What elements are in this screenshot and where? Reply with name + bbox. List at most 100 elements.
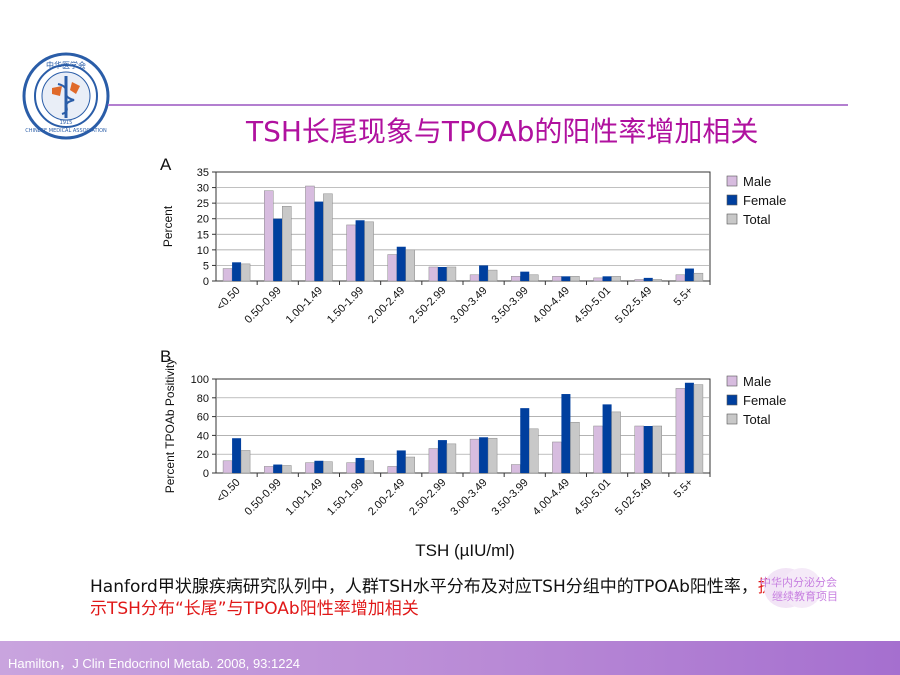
bar — [675, 274, 686, 282]
footer-bar: Hamilton，J Clin Endocrinol Metab. 2008, … — [0, 641, 900, 675]
bar — [428, 266, 439, 282]
bar — [652, 425, 662, 474]
y-tick-label: 40 — [197, 430, 209, 442]
y-tick-label: 80 — [197, 393, 209, 405]
bar — [232, 262, 242, 281]
bar — [273, 464, 283, 473]
x-tick-label: 5.5+ — [672, 285, 696, 309]
legend-swatch — [726, 413, 738, 425]
bar — [232, 438, 242, 473]
bar — [693, 384, 704, 474]
bar — [487, 269, 498, 282]
x-tick-label: 1.00-1.49 — [284, 285, 325, 326]
x-tick-label: 3.00-3.49 — [448, 477, 489, 518]
bar — [305, 185, 315, 282]
x-tick-label: 3.00-3.49 — [448, 285, 489, 326]
x-tick-label: 2.00-2.49 — [366, 285, 407, 326]
bar — [529, 428, 539, 474]
x-tick-label: 0.50-0.99 — [243, 477, 284, 518]
y-tick-label: 5 — [203, 260, 209, 272]
y-tick-label: 25 — [197, 198, 209, 210]
bar — [437, 440, 447, 473]
bar — [387, 466, 397, 474]
y-tick-label: 15 — [197, 229, 209, 241]
bar — [520, 408, 530, 473]
bar — [602, 276, 612, 281]
bar — [264, 466, 274, 474]
x-tick-label: 3.50-3.99 — [490, 285, 531, 326]
bar — [346, 224, 356, 282]
legend-swatch — [726, 194, 738, 206]
bar — [611, 411, 621, 474]
bar — [602, 404, 612, 473]
bar — [364, 460, 374, 474]
bar — [405, 249, 415, 282]
bar — [634, 425, 644, 474]
bar — [511, 276, 521, 282]
bar — [643, 277, 653, 281]
x-tick-label: 4.50-5.01 — [572, 285, 613, 326]
logo-year: 1915 — [60, 120, 73, 126]
x-tick-label: 2.50-2.99 — [407, 285, 448, 326]
bar — [240, 450, 251, 474]
bar — [593, 277, 603, 282]
legend-label: Total — [743, 212, 771, 227]
legend-label: Female — [743, 193, 786, 208]
bar — [570, 421, 580, 474]
bar — [387, 254, 397, 282]
x-tick-label: 1.50-1.99 — [325, 285, 366, 326]
bar — [396, 246, 406, 281]
bar — [222, 460, 233, 474]
x-tick-label: <0.50 — [215, 477, 243, 505]
y-tick-label: 20 — [197, 449, 209, 461]
bar — [469, 274, 480, 282]
logo-top-text: 中华医学会 — [46, 60, 86, 70]
x-tick-label: 5.02-5.49 — [613, 477, 654, 518]
legend-swatch — [726, 213, 738, 225]
y-tick-label: 100 — [191, 374, 209, 386]
x-tick-label: 1.50-1.99 — [325, 477, 366, 518]
x-tick-label: 2.50-2.99 — [407, 477, 448, 518]
caption: Hanford甲状腺疾病研究队列中，人群TSH水平分布及对应TSH分组中的TPO… — [90, 576, 790, 620]
bar — [446, 443, 457, 474]
bar — [273, 218, 283, 281]
y-tick-label: 0 — [203, 276, 209, 288]
bar — [428, 448, 439, 474]
x-tick-label: 0.50-0.99 — [243, 285, 284, 326]
logo-ring-text: CHINESE MEDICAL ASSOCIATION — [25, 128, 107, 134]
x-tick-label: <0.50 — [215, 285, 243, 313]
bar — [355, 220, 365, 281]
slide-title: TSH长尾现象与TPOAb的阳性率增加相关 — [246, 115, 759, 148]
bar — [693, 272, 704, 282]
bar — [634, 279, 644, 282]
x-tick-label: 3.50-3.99 — [490, 477, 531, 518]
bar — [323, 193, 333, 282]
legend-label: Female — [743, 393, 786, 408]
plot-frame — [215, 378, 711, 474]
bar — [364, 221, 374, 282]
footer-citation: Hamilton，J Clin Endocrinol Metab. 2008, … — [8, 656, 300, 671]
bar — [355, 457, 365, 473]
x-tick-label: 4.50-5.01 — [572, 477, 613, 518]
watermark-line2: 继续教育项目 — [772, 590, 838, 603]
bar — [305, 462, 315, 474]
bar — [405, 456, 415, 474]
x-tick-label: 4.00-4.49 — [531, 477, 572, 518]
bar — [593, 425, 603, 474]
bar — [240, 263, 251, 282]
bar — [346, 462, 356, 474]
bar — [323, 461, 333, 474]
watermark-emblem-icon — [764, 568, 822, 608]
legend-swatch — [726, 175, 738, 187]
bar — [487, 437, 498, 474]
y-tick-label: 10 — [197, 245, 209, 257]
bar — [314, 201, 324, 281]
legend-label: Total — [743, 412, 771, 427]
plot-frame — [215, 171, 711, 282]
bar — [652, 279, 662, 282]
bar — [222, 268, 233, 282]
bar — [684, 268, 694, 281]
bar — [446, 266, 457, 282]
caption-text: Hanford甲状腺疾病研究队列中，人群TSH水平分布及对应TSH分组中的TPO… — [90, 577, 758, 597]
panel-label: B — [160, 347, 171, 366]
